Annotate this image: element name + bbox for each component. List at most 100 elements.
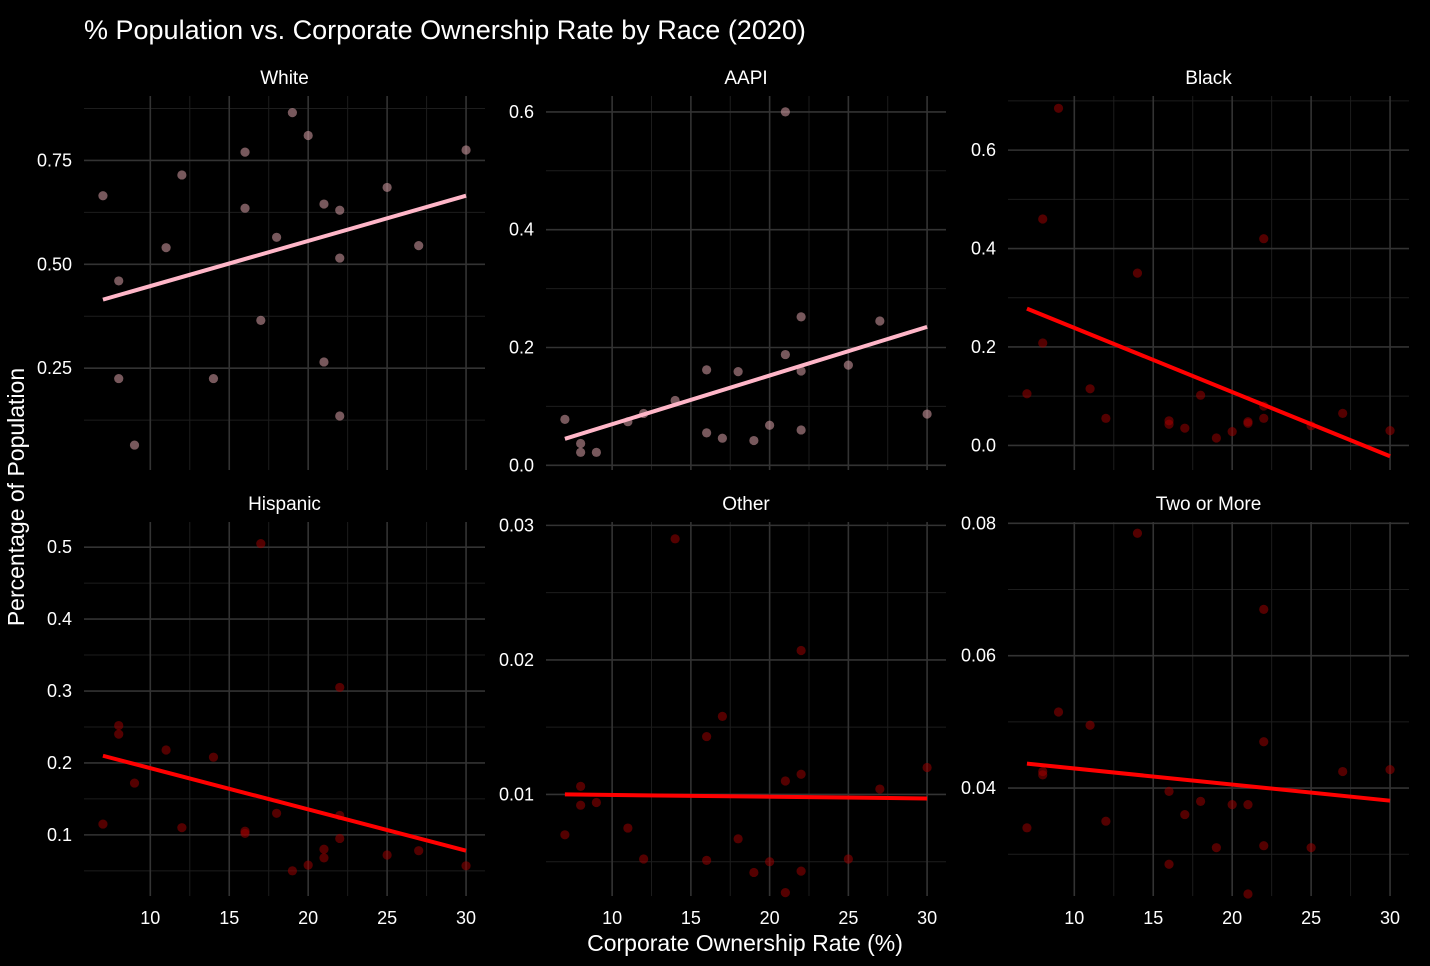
y-tick-label-other: 0.01 — [499, 784, 534, 804]
data-point-aapi — [765, 420, 775, 430]
panel-aapi: AAPI 0.0 0.2 0.4 0.6 — [509, 68, 946, 475]
data-point-aapi — [780, 349, 790, 360]
data-point-other — [717, 711, 727, 721]
panel-black: Black 0.0 0.2 0.4 0.6 — [971, 68, 1409, 470]
data-point-other — [796, 769, 806, 779]
x-tick-label-other: 15 — [681, 908, 701, 928]
data-point-white — [319, 199, 329, 209]
data-point-other — [560, 830, 570, 840]
data-point-other — [702, 855, 712, 865]
data-point-aapi — [733, 367, 743, 377]
chart-title: % Population vs. Corporate Ownership Rat… — [84, 15, 806, 45]
data-point-black — [1338, 408, 1348, 419]
data-point-white — [319, 357, 329, 367]
data-point-other — [780, 888, 790, 898]
data-point-other — [733, 834, 743, 844]
y-tick-label-other: 0.02 — [499, 650, 534, 670]
data-point-two-or-more — [1085, 720, 1095, 730]
panel-other: Other 0.01 0.02 0.03 10 15 20 25 30 — [499, 494, 946, 928]
data-point-hispanic — [129, 778, 140, 788]
data-point-black — [1022, 389, 1032, 399]
data-point-aapi — [576, 438, 586, 449]
data-point-white — [240, 203, 250, 213]
y-tick-label-hispanic: 0.3 — [47, 681, 72, 701]
data-point-white — [129, 440, 140, 450]
data-point-aapi — [591, 447, 601, 457]
x-tick-label-hispanic: 20 — [298, 908, 318, 928]
panel-hispanic: Hispanic 0.1 0.2 0.3 0.4 0.5 10 15 20 25 30 — [47, 494, 485, 928]
data-point-black — [1227, 427, 1237, 437]
data-point-white — [114, 276, 124, 286]
data-point-white — [461, 145, 471, 155]
y-tick-label-aapi: 0.0 — [509, 455, 534, 475]
data-point-black — [1211, 433, 1221, 443]
data-point-two-or-more — [1196, 796, 1206, 806]
data-point-white — [335, 411, 345, 421]
y-tick-label-hispanic: 0.4 — [47, 609, 72, 629]
x-tick-label-hispanic: 30 — [456, 908, 476, 928]
trend-line-hispanic — [102, 753, 467, 853]
data-point-white — [161, 243, 171, 253]
x-axis-label: Corporate Ownership Rate (%) — [587, 930, 903, 956]
panel-two-or-more: Two or More 0.04 0.06 0.08 10 15 20 25 30 — [961, 494, 1409, 928]
data-point-two-or-more — [1180, 809, 1190, 820]
y-tick-label-other: 0.03 — [499, 515, 534, 535]
data-point-aapi — [749, 435, 759, 446]
data-point-hispanic — [240, 828, 250, 839]
trend-line-black — [1026, 306, 1391, 459]
facet-panels: White 0.25 0.50 0.75 AAPI 0.0 0.2 0.4 0.6 Black 0.… — [37, 68, 1409, 928]
x-tick-label-two-or-more: 10 — [1064, 908, 1084, 928]
data-point-other — [623, 823, 633, 833]
data-point-two-or-more — [1243, 889, 1253, 899]
y-axis-label: Percentage of Population — [3, 368, 29, 626]
trend-line-two-or-more — [1026, 761, 1391, 803]
y-tick-label-two-or-more: 0.08 — [961, 513, 996, 533]
data-point-white — [240, 147, 250, 157]
data-point-hispanic — [161, 745, 171, 755]
data-point-aapi — [796, 366, 806, 376]
x-tick-label-other: 25 — [838, 908, 858, 928]
data-point-other — [796, 866, 806, 876]
data-point-aapi — [702, 428, 712, 438]
x-tick-label-hispanic: 25 — [377, 908, 397, 928]
data-point-white — [303, 130, 313, 141]
data-point-two-or-more — [1306, 843, 1316, 853]
y-tick-label-two-or-more: 0.04 — [961, 778, 996, 798]
data-point-white — [208, 373, 219, 384]
data-point-hispanic — [177, 823, 187, 833]
data-point-two-or-more — [1038, 766, 1048, 777]
data-point-other — [780, 776, 790, 786]
data-point-hispanic — [335, 682, 345, 693]
data-point-black — [1101, 413, 1111, 423]
data-point-two-or-more — [1259, 737, 1269, 747]
data-point-other — [875, 784, 885, 794]
data-point-aapi — [843, 360, 853, 370]
x-tick-label-hispanic: 10 — [140, 908, 160, 928]
data-point-white — [177, 170, 187, 180]
data-point-two-or-more — [1338, 766, 1348, 777]
panel-label-two-or-more: Two or More — [1156, 494, 1262, 515]
data-point-hispanic — [319, 853, 329, 863]
panel-label-white: White — [260, 68, 309, 89]
x-tick-label-other: 10 — [602, 908, 622, 928]
x-tick-label-two-or-more: 30 — [1380, 908, 1400, 928]
y-tick-label-aapi: 0.4 — [509, 220, 534, 240]
data-point-two-or-more — [1243, 800, 1253, 810]
data-point-aapi — [796, 312, 806, 322]
x-tick-label-two-or-more: 20 — [1222, 908, 1242, 928]
data-point-white — [335, 205, 345, 215]
data-point-hispanic — [319, 844, 329, 854]
data-point-aapi — [875, 316, 885, 326]
data-point-black — [1243, 417, 1253, 427]
x-tick-label-two-or-more: 15 — [1143, 908, 1163, 928]
y-tick-label-white: 0.50 — [37, 254, 72, 274]
y-tick-label-black: 0.6 — [971, 140, 996, 160]
data-point-two-or-more — [1211, 843, 1221, 853]
y-tick-label-aapi: 0.2 — [509, 337, 534, 357]
panel-label-hispanic: Hispanic — [248, 494, 321, 515]
data-point-aapi — [796, 425, 806, 435]
data-point-hispanic — [208, 752, 219, 762]
data-point-other — [765, 857, 775, 867]
data-point-other — [749, 867, 759, 878]
data-point-white — [272, 232, 282, 242]
